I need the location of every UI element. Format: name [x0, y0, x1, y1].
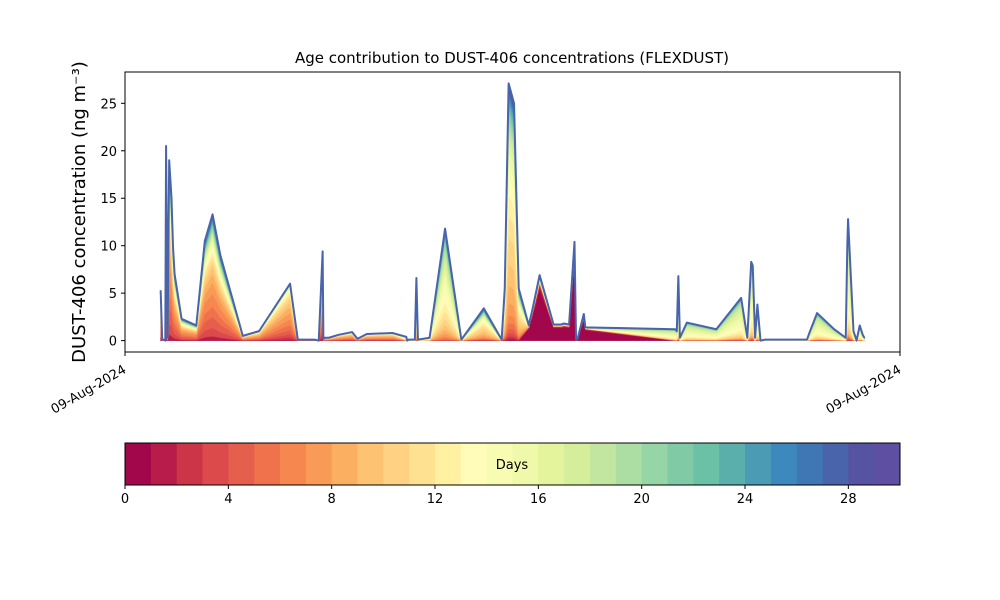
colorbar: Days 0 4 8 12 16 20 24 28	[121, 442, 901, 507]
colorbar-cell	[822, 443, 849, 485]
colorbar-cell	[564, 443, 591, 485]
colorbar-cell	[176, 443, 203, 485]
colorbar-cell	[770, 443, 798, 485]
chart-title: Age contribution to DUST-406 concentrati…	[295, 49, 729, 67]
colorbar-cell	[848, 443, 875, 485]
colorbar-cell	[693, 443, 720, 485]
y-tick-label: 0	[109, 335, 117, 350]
colorbar-cell	[641, 443, 668, 485]
colorbar-cell	[383, 443, 410, 485]
y-axis-label: DUST-406 concentration (ng m⁻³)	[69, 61, 90, 363]
colorbar-cell	[486, 443, 513, 485]
colorbar-cell	[150, 443, 178, 485]
colorbar-cell	[615, 443, 643, 485]
colorbar-cell	[590, 443, 617, 485]
colorbar-cell	[796, 443, 823, 485]
colorbar-cell	[435, 443, 462, 485]
x-axis-ticks: 09-Aug-2024 09-Aug-2024	[49, 352, 904, 418]
colorbar-cell	[512, 443, 539, 485]
x-tick-label: 09-Aug-2024	[824, 362, 904, 417]
plot-frame	[124, 71, 901, 353]
colorbar-cell	[305, 443, 333, 485]
y-tick-label: 5	[109, 287, 117, 302]
plot-area	[124, 71, 901, 353]
colorbar-cell	[228, 443, 255, 485]
colorbar-cell	[745, 443, 772, 485]
colorbar-cell	[254, 443, 281, 485]
age-contribution-layers	[160, 83, 865, 342]
colorbar-cell	[719, 443, 746, 485]
y-tick-label: 25	[100, 97, 117, 112]
colorbar-tick-label: 4	[224, 492, 232, 507]
x-tick-label: 09-Aug-2024	[49, 362, 129, 417]
colorbar-cell	[409, 443, 436, 485]
colorbar-cell	[538, 443, 565, 485]
colorbar-tick-label: 0	[121, 492, 129, 507]
colorbar-cells	[125, 443, 901, 485]
colorbar-frame	[124, 442, 901, 486]
colorbar-tick-label: 8	[328, 492, 336, 507]
colorbar-ticks: 0 4 8 12 16 20 24 28	[121, 485, 857, 507]
colorbar-cell	[874, 443, 901, 485]
colorbar-tick-label: 28	[840, 492, 857, 507]
total-concentration-line	[159, 82, 866, 342]
colorbar-cell	[331, 443, 358, 485]
colorbar-tick-label: 12	[427, 492, 444, 507]
colorbar-cell	[125, 443, 152, 485]
y-tick-label: 20	[100, 145, 117, 160]
colorbar-cell	[460, 443, 488, 485]
colorbar-tick-label: 16	[530, 492, 547, 507]
colorbar-tick-label: 24	[737, 492, 754, 507]
colorbar-cell	[280, 443, 307, 485]
colorbar-cell	[667, 443, 694, 485]
colorbar-label: Days	[496, 458, 529, 473]
y-tick-label: 15	[100, 192, 117, 207]
colorbar-cell	[202, 443, 229, 485]
colorbar-cell	[357, 443, 384, 485]
colorbar-tick-label: 20	[633, 492, 650, 507]
y-tick-label: 10	[100, 240, 117, 255]
y-axis-ticks: 0 5 10 15 20 25	[100, 97, 125, 350]
